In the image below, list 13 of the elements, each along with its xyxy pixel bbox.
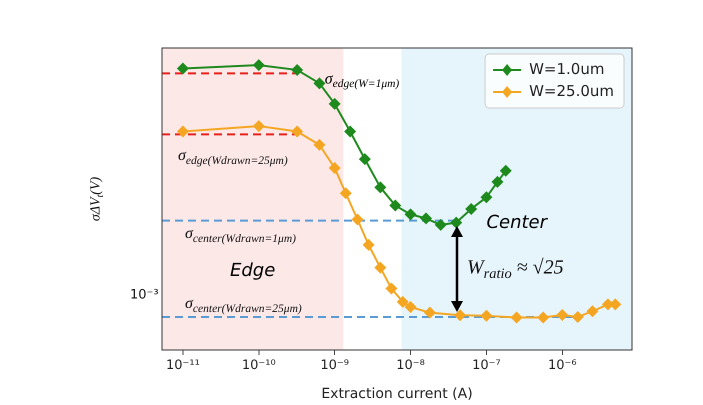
y-axis-title: σΔVt(V) [88,176,106,222]
x-axis-title: Extraction current (A) [321,386,473,402]
x-tick-label: 10⁻⁸ [396,358,425,374]
text: 10⁻³ [130,287,159,302]
band-label: Center [486,212,549,233]
legend-label: W=25.0um [529,82,614,100]
x-tick-label: 10⁻⁶ [548,358,577,374]
x-tick-label: 10⁻¹¹ [166,358,200,374]
x-tick-label: 10⁻¹⁰ [242,358,276,374]
legend-label: W=1.0um [529,60,604,78]
x-tick-label: 10⁻⁹ [320,358,349,374]
band-label: Edge [230,260,276,282]
x-tick-label: 10⁻⁷ [472,358,501,374]
